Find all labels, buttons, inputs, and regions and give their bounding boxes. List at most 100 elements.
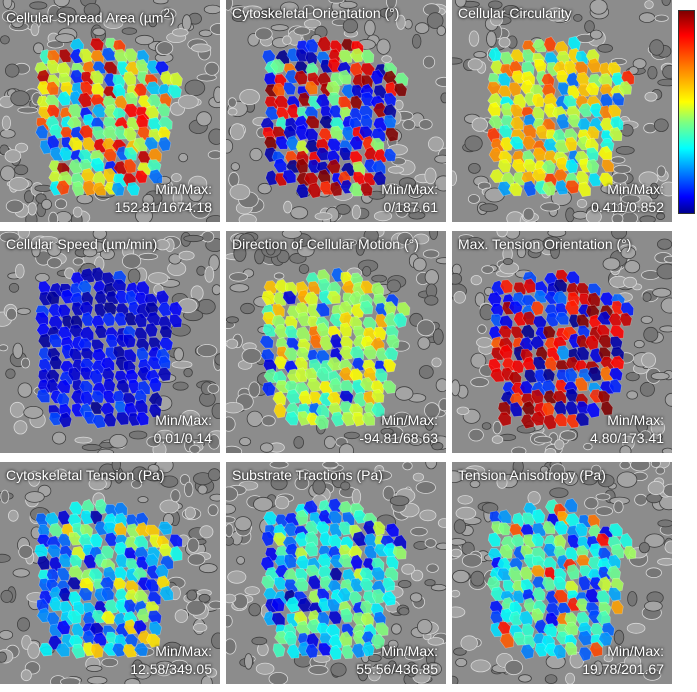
background-cell xyxy=(261,415,276,427)
background-cell xyxy=(589,0,608,15)
colored-cell xyxy=(530,564,546,579)
colored-cell xyxy=(135,555,149,571)
background-cell xyxy=(343,431,360,440)
colored-cell xyxy=(111,182,125,197)
colored-cell xyxy=(339,146,352,161)
background-cell xyxy=(408,188,423,198)
background-cell xyxy=(470,274,483,286)
colored-cell xyxy=(78,587,93,602)
colored-cell xyxy=(259,335,274,349)
colored-cell xyxy=(125,92,138,107)
colored-cell xyxy=(338,300,353,316)
background-cell xyxy=(265,243,276,256)
background-cell xyxy=(0,489,10,504)
colored-cell xyxy=(304,541,319,557)
background-cell xyxy=(401,563,415,575)
background-cell xyxy=(254,27,273,41)
background-cell xyxy=(583,443,593,451)
background-cell xyxy=(160,8,177,20)
background-cell xyxy=(516,245,527,259)
colored-cell xyxy=(92,181,107,196)
colored-cell xyxy=(599,83,614,98)
background-cell xyxy=(437,518,446,528)
background-cell xyxy=(170,489,181,503)
colored-cell xyxy=(531,106,545,122)
background-cell xyxy=(172,28,189,37)
background-cell xyxy=(613,164,632,174)
background-cell xyxy=(206,215,220,222)
background-cell xyxy=(368,654,382,663)
background-cell xyxy=(662,64,672,79)
background-cell xyxy=(456,406,470,415)
background-cell xyxy=(283,200,293,214)
background-cell xyxy=(134,34,154,46)
colored-cell xyxy=(264,95,279,111)
minmax-label: Min/Max: xyxy=(155,181,212,197)
background-cell xyxy=(452,569,470,584)
minmax-value: 0/187.61 xyxy=(383,199,439,215)
background-cell xyxy=(452,379,461,397)
background-cell xyxy=(452,170,457,186)
colored-cell xyxy=(148,403,162,418)
background-cell xyxy=(173,347,184,362)
background-cell xyxy=(257,182,272,195)
colored-cell xyxy=(575,377,588,392)
colored-cell xyxy=(361,641,375,657)
background-cell xyxy=(74,436,93,444)
colored-cell xyxy=(575,522,589,538)
minmax-label: Min/Max: xyxy=(155,643,212,659)
colored-cell xyxy=(101,312,116,327)
background-cell xyxy=(236,556,246,565)
background-cell xyxy=(584,20,595,34)
minmax-value: 12.58/349.05 xyxy=(130,661,212,677)
background-cell xyxy=(0,344,9,352)
colored-cell xyxy=(352,411,366,427)
colored-cell xyxy=(46,81,60,96)
background-cell xyxy=(417,336,431,350)
background-cell xyxy=(426,12,444,29)
colored-cell xyxy=(315,366,331,382)
background-cell xyxy=(380,427,394,436)
colored-cell xyxy=(123,348,137,363)
colored-cell xyxy=(319,180,333,196)
background-cell xyxy=(492,420,502,435)
colored-cell xyxy=(304,127,319,143)
background-cell xyxy=(20,669,32,682)
background-cell xyxy=(208,128,220,145)
colored-cell xyxy=(329,567,343,582)
background-cell xyxy=(211,632,220,649)
background-cell xyxy=(234,516,252,532)
colored-cell xyxy=(542,521,556,535)
colored-cell xyxy=(359,600,374,615)
background-cell xyxy=(613,629,625,645)
background-cell xyxy=(35,273,50,283)
colored-cell xyxy=(318,509,332,526)
colored-cell xyxy=(394,72,409,87)
background-cell xyxy=(322,462,339,469)
background-cell xyxy=(177,203,191,211)
background-cell xyxy=(424,420,434,431)
colored-cell xyxy=(359,280,374,294)
colored-cell xyxy=(497,72,512,87)
colored-cell xyxy=(79,300,94,317)
colored-cell xyxy=(80,347,94,361)
colored-cell xyxy=(620,301,635,317)
colored-cell xyxy=(154,563,169,580)
background-cell xyxy=(424,579,436,587)
background-cell xyxy=(46,40,65,49)
colored-cell xyxy=(555,269,569,283)
colored-cell xyxy=(168,301,183,317)
background-cell xyxy=(469,479,481,488)
colored-cell xyxy=(134,399,148,416)
colored-cell xyxy=(587,57,601,74)
background-cell xyxy=(324,435,337,449)
colored-cell xyxy=(261,381,276,397)
background-cell xyxy=(584,497,599,510)
colored-cell xyxy=(68,158,83,174)
colored-cell xyxy=(557,81,571,96)
background-cell xyxy=(435,378,446,393)
colored-cell xyxy=(497,181,512,197)
colored-cell xyxy=(555,311,570,326)
background-cell xyxy=(638,171,659,186)
background-cell xyxy=(16,307,31,315)
